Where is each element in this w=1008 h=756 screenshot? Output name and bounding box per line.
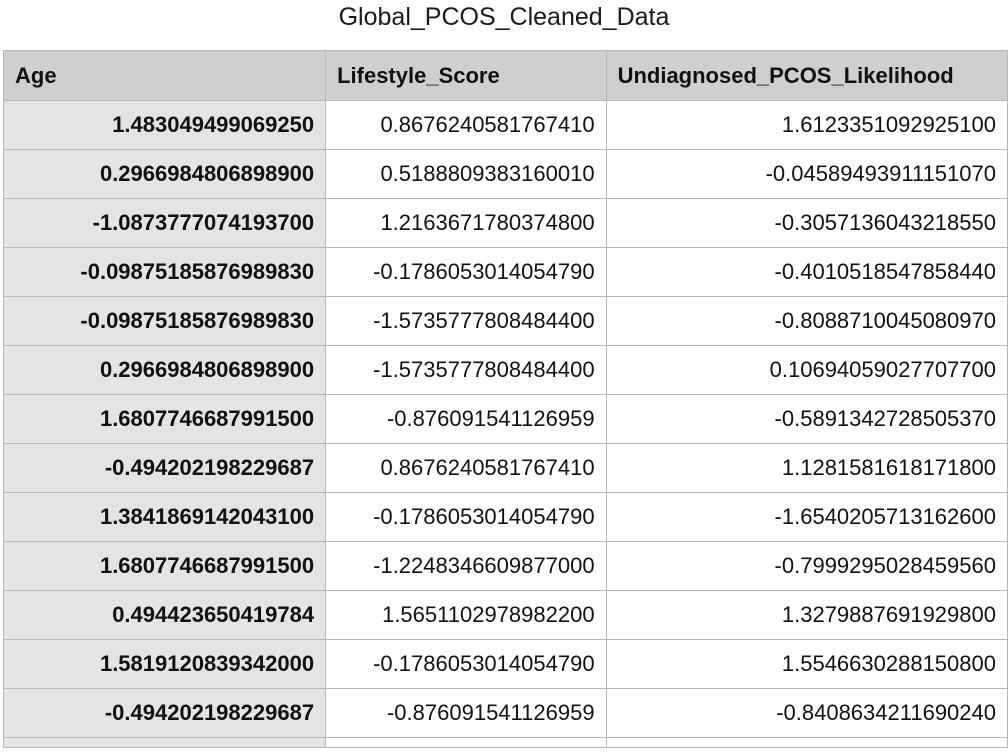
cell-lifestyle-score[interactable]: -0.1786053014054790 xyxy=(325,247,607,297)
cell-age[interactable]: 1.3841869142043100 xyxy=(2,492,327,542)
data-table: Age Lifestyle_Score Undiagnosed_PCOS_Lik… xyxy=(2,50,1008,748)
header-row: Age Lifestyle_Score Undiagnosed_PCOS_Lik… xyxy=(2,50,1008,101)
cell-lifestyle-score xyxy=(325,737,607,748)
table-row: 1.3841869142043100 -0.1786053014054790 -… xyxy=(2,492,1008,542)
cell-lifestyle-score[interactable]: -0.876091541126959 xyxy=(325,688,607,738)
table-row: 1.6807746687991500 -0.876091541126959 -0… xyxy=(2,394,1008,444)
column-header-age[interactable]: Age xyxy=(2,50,327,101)
cell-age xyxy=(2,737,327,748)
table-row: 0.494423650419784 1.5651102978982200 1.3… xyxy=(2,590,1008,640)
cell-lifestyle-score[interactable]: 1.5651102978982200 xyxy=(325,590,607,640)
cell-undiagnosed-pcos-likelihood[interactable]: -0.3057136043218550 xyxy=(605,198,1008,248)
cell-lifestyle-score[interactable]: -1.5735777808484400 xyxy=(325,345,607,395)
table-row: -0.09875185876989830 -0.1786053014054790… xyxy=(2,247,1008,297)
cell-undiagnosed-pcos-likelihood[interactable]: 1.3279887691929800 xyxy=(605,590,1008,640)
table-row: -0.494202198229687 -0.876091541126959 -0… xyxy=(2,688,1008,738)
cell-undiagnosed-pcos-likelihood[interactable]: 0.10694059027707700 xyxy=(605,345,1008,395)
cell-age[interactable]: -0.494202198229687 xyxy=(2,443,327,493)
cell-undiagnosed-pcos-likelihood[interactable]: -1.6540205713162600 xyxy=(605,492,1008,542)
table-row: -0.09875185876989830 -1.5735777808484400… xyxy=(2,296,1008,346)
cell-age[interactable]: 1.483049499069250 xyxy=(2,100,327,150)
table-row: -1.0873777074193700 1.2163671780374800 -… xyxy=(2,198,1008,248)
cell-undiagnosed-pcos-likelihood[interactable]: -0.7999295028459560 xyxy=(605,541,1008,591)
cell-age[interactable]: -0.494202198229687 xyxy=(2,688,327,738)
table-row: -0.494202198229687 0.8676240581767410 1.… xyxy=(2,443,1008,493)
table-row: 0.2966984806898900 -1.5735777808484400 0… xyxy=(2,345,1008,395)
cell-lifestyle-score[interactable]: 0.8676240581767410 xyxy=(325,100,607,150)
cell-lifestyle-score[interactable]: 1.2163671780374800 xyxy=(325,198,607,248)
cell-undiagnosed-pcos-likelihood[interactable]: -0.5891342728505370 xyxy=(605,394,1008,444)
table-row: 1.483049499069250 0.8676240581767410 1.6… xyxy=(2,100,1008,150)
cell-age[interactable]: 1.5819120839342000 xyxy=(2,639,327,689)
cell-age[interactable]: -0.09875185876989830 xyxy=(2,247,327,297)
cell-age[interactable]: 1.6807746687991500 xyxy=(2,394,327,444)
cell-undiagnosed-pcos-likelihood[interactable]: 1.6123351092925100 xyxy=(605,100,1008,150)
column-header-undiagnosed-pcos-likelihood[interactable]: Undiagnosed_PCOS_Likelihood xyxy=(605,50,1008,101)
cell-lifestyle-score[interactable]: -0.1786053014054790 xyxy=(325,492,607,542)
cell-age[interactable]: 1.6807746687991500 xyxy=(2,541,327,591)
cell-lifestyle-score[interactable]: 0.5188809383160010 xyxy=(325,149,607,199)
cell-undiagnosed-pcos-likelihood[interactable]: -0.8408634211690240 xyxy=(605,688,1008,738)
cell-lifestyle-score[interactable]: -1.2248346609877000 xyxy=(325,541,607,591)
cell-undiagnosed-pcos-likelihood[interactable]: -0.8088710045080970 xyxy=(605,296,1008,346)
table-title: Global_PCOS_Cleaned_Data xyxy=(338,3,670,31)
column-header-lifestyle-score[interactable]: Lifestyle_Score xyxy=(325,50,607,101)
cell-undiagnosed-pcos-likelihood xyxy=(605,737,1008,748)
cell-undiagnosed-pcos-likelihood[interactable]: -0.4010518547858440 xyxy=(605,247,1008,297)
cell-undiagnosed-pcos-likelihood[interactable]: 1.1281581618171800 xyxy=(605,443,1008,493)
cell-undiagnosed-pcos-likelihood[interactable]: -0.04589493911151070 xyxy=(605,149,1008,199)
cell-age[interactable]: -1.0873777074193700 xyxy=(2,198,327,248)
cell-age[interactable]: -0.09875185876989830 xyxy=(2,296,327,346)
table-row: 0.2966984806898900 0.5188809383160010 -0… xyxy=(2,149,1008,199)
cell-lifestyle-score[interactable]: -0.876091541126959 xyxy=(325,394,607,444)
table-row-partial xyxy=(2,737,1008,748)
cell-lifestyle-score[interactable]: 0.8676240581767410 xyxy=(325,443,607,493)
table-row: 1.6807746687991500 -1.2248346609877000 -… xyxy=(2,541,1008,591)
cell-lifestyle-score[interactable]: -0.1786053014054790 xyxy=(325,639,607,689)
cell-age[interactable]: 0.2966984806898900 xyxy=(2,345,327,395)
table-row: 1.5819120839342000 -0.1786053014054790 1… xyxy=(2,639,1008,689)
cell-undiagnosed-pcos-likelihood[interactable]: 1.5546630288150800 xyxy=(605,639,1008,689)
cell-age[interactable]: 0.494423650419784 xyxy=(2,590,327,640)
cell-lifestyle-score[interactable]: -1.5735777808484400 xyxy=(325,296,607,346)
cell-age[interactable]: 0.2966984806898900 xyxy=(2,149,327,199)
